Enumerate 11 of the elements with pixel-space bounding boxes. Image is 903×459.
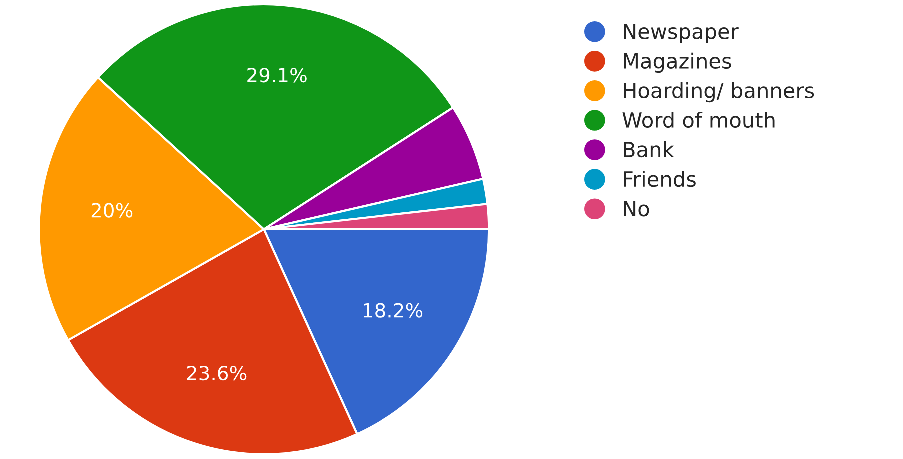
data-label: 18.2% — [364, 303, 423, 318]
data-label: 23.6% — [187, 366, 247, 381]
data-label: 29.1% — [248, 68, 307, 83]
legend-label: Magazines — [624, 52, 732, 74]
legend-label: Hoarding/ banners — [624, 82, 814, 103]
legend-label: Newspaper — [624, 24, 739, 44]
legend-label: Bank — [624, 141, 674, 158]
legend-label: Friends — [624, 171, 696, 188]
legend-label: No — [624, 201, 650, 217]
legend-label: Word of mouth — [622, 112, 775, 128]
data-label: 20% — [92, 203, 133, 218]
